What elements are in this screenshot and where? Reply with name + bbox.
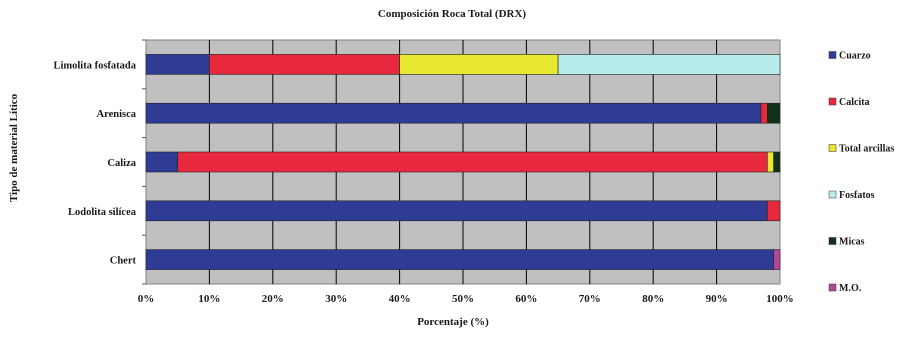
y-axis-label: Tipo de material Lítico bbox=[8, 93, 20, 202]
bar-caliza-cuarzo bbox=[146, 152, 178, 172]
legend-label-micas: Micas bbox=[839, 237, 865, 248]
bar-arenisca-micas bbox=[767, 103, 780, 123]
legend-label-calcita: Calcita bbox=[839, 97, 870, 108]
bar-arenisca-calcita bbox=[761, 103, 767, 123]
y-tick-label-lodolita-silicea: Lodolita silícea bbox=[68, 207, 137, 218]
x-tick-label: 90% bbox=[706, 293, 728, 305]
legend-swatch-total-arcillas bbox=[829, 145, 836, 152]
bar-caliza-micas bbox=[774, 152, 780, 172]
x-tick-label: 0% bbox=[138, 293, 155, 305]
y-tick-label-limolita-fosfatada: Limolita fosfatada bbox=[53, 60, 136, 71]
legend-swatch-micas bbox=[829, 238, 836, 245]
legend-label-fosfatos: Fosfatos bbox=[839, 190, 875, 201]
bar-chert-cuarzo bbox=[146, 250, 774, 270]
legend-swatch-m-o bbox=[829, 284, 836, 291]
y-tick-label-chert: Chert bbox=[110, 256, 137, 267]
y-tick-label-arenisca: Arenisca bbox=[97, 109, 137, 120]
bar-limolita-fosfatada-fosfatos bbox=[558, 54, 780, 74]
legend-swatch-cuarzo bbox=[829, 52, 836, 59]
legend-swatch-calcita bbox=[829, 98, 836, 105]
x-tick-label: 50% bbox=[452, 293, 474, 305]
x-axis-ticks: 0% 10% 20% 30% 40% 50% 60% 70% 80% 90% 100% bbox=[138, 293, 794, 305]
x-tick-label: 70% bbox=[579, 293, 601, 305]
chart-title: Composición Roca Total (DRX) bbox=[378, 8, 527, 20]
x-tick-label: 10% bbox=[198, 293, 220, 305]
bar-arenisca-cuarzo bbox=[146, 103, 761, 123]
bar-caliza-calcita bbox=[178, 152, 768, 172]
bar-limolita-fosfatada-total-arcillas bbox=[400, 54, 558, 74]
y-tick-label-caliza: Caliza bbox=[107, 158, 136, 169]
x-tick-label: 80% bbox=[642, 293, 664, 305]
x-tick-label: 60% bbox=[515, 293, 537, 305]
x-axis-label: Porcentaje (%) bbox=[417, 316, 489, 328]
bar-lodolita-silicea-cuarzo bbox=[146, 201, 767, 221]
legend-label-total-arcillas: Total arcillas bbox=[839, 144, 894, 155]
x-tick-label: 30% bbox=[325, 293, 347, 305]
bar-lodolita-silicea-calcita bbox=[767, 201, 780, 221]
x-tick-label: 20% bbox=[262, 293, 284, 305]
legend-label-m-o: M.O. bbox=[839, 283, 862, 294]
bar-chert-m-o bbox=[774, 250, 780, 270]
y-axis-ticks: Limolita fosfatada Arenisca Caliza Lodolita… bbox=[53, 60, 136, 266]
x-tick-label: 100% bbox=[766, 293, 794, 305]
legend-label-cuarzo: Cuarzo bbox=[839, 51, 871, 62]
legend: Cuarzo Calcita Total arcillas Fosfatos Micas… bbox=[829, 51, 894, 295]
bar-limolita-fosfatada-cuarzo bbox=[146, 54, 209, 74]
x-tick-label: 40% bbox=[389, 293, 411, 305]
bar-caliza-total-arcillas bbox=[767, 152, 773, 172]
legend-swatch-fosfatos bbox=[829, 191, 836, 198]
bar-limolita-fosfatada-calcita bbox=[209, 54, 399, 74]
